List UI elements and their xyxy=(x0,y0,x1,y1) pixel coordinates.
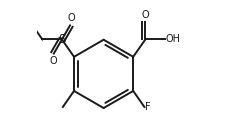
Text: OH: OH xyxy=(165,34,180,44)
Text: O: O xyxy=(67,13,74,23)
Text: F: F xyxy=(144,102,150,112)
Text: S: S xyxy=(58,33,65,46)
Text: O: O xyxy=(141,10,148,20)
Text: O: O xyxy=(49,55,57,66)
